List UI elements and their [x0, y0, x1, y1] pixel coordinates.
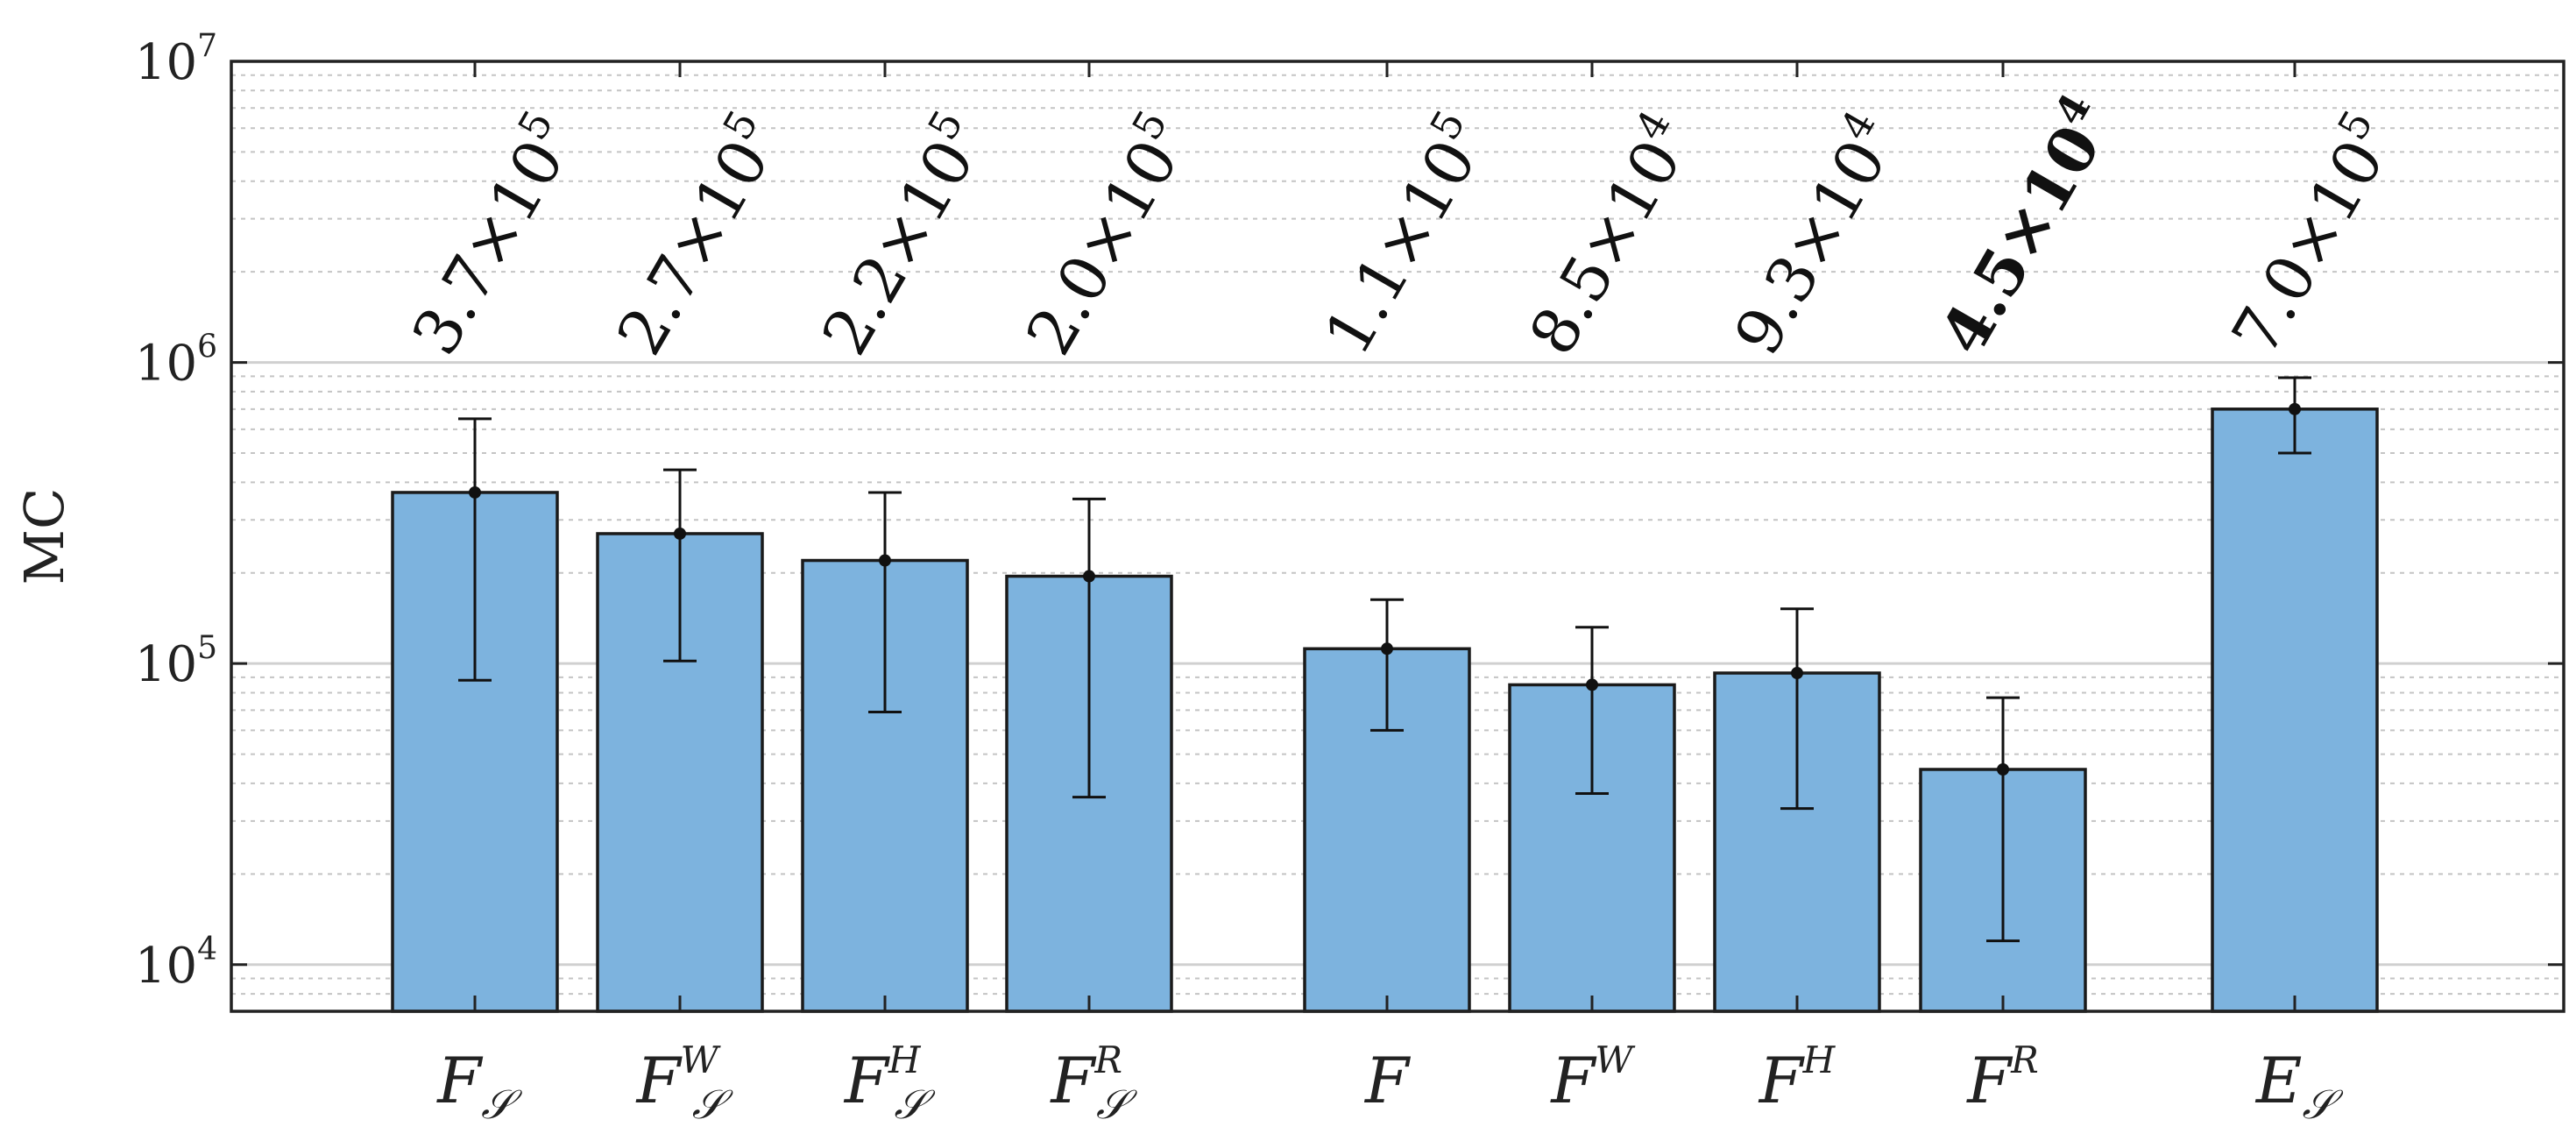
x-tick-label: F — [1363, 1044, 1412, 1117]
data-label: 1.1×105 — [1304, 102, 1504, 366]
data-label: 7.0×105 — [2212, 102, 2411, 366]
x-tick-label: FW 𝒮 — [635, 1038, 733, 1128]
mean-marker — [469, 485, 481, 499]
mean-marker — [674, 527, 686, 540]
y-tick-label: 104 — [135, 932, 217, 995]
x-tick-label: FW — [1549, 1038, 1636, 1117]
data-label: 2.2×105 — [802, 102, 1001, 366]
bars — [391, 407, 2379, 1013]
x-tick-label: E𝒮 — [2254, 1044, 2344, 1128]
y-axis-ticks: 104 105 106 107 — [135, 28, 2564, 995]
x-axis-ticks: F𝒮 FW 𝒮 FH 𝒮 FR 𝒮 F FW FH FR E𝒮 — [435, 61, 2343, 1128]
mean-marker — [1586, 678, 1598, 691]
data-label: 2.7×105 — [597, 102, 796, 366]
y-tick-label: 105 — [135, 630, 217, 693]
y-tick-label: 106 — [135, 330, 217, 393]
plot-frame — [230, 60, 2565, 1013]
error-bars — [458, 376, 2311, 943]
mean-marker — [1083, 570, 1095, 583]
data-label: 8.5×104 — [1509, 102, 1709, 366]
bar — [2211, 407, 2379, 1013]
x-tick-label: FR — [1965, 1038, 2039, 1117]
y-tick-label: 107 — [135, 28, 217, 91]
mean-marker — [1381, 642, 1393, 655]
mean-marker — [2289, 402, 2301, 415]
data-label: 9.3×104 — [1714, 102, 1914, 366]
x-tick-label: FH — [1758, 1038, 1836, 1117]
x-tick-label: F𝒮 — [435, 1044, 522, 1128]
data-label: 3.7×105 — [392, 102, 591, 366]
x-tick-label: FR 𝒮 — [1049, 1038, 1137, 1128]
x-tick-label: FH 𝒮 — [843, 1038, 936, 1128]
mean-marker — [1997, 763, 2009, 776]
data-label: 2.0×105 — [1006, 102, 1206, 366]
y-axis-label: MC — [12, 488, 76, 585]
mean-marker — [1791, 667, 1803, 680]
mean-marker — [879, 554, 891, 567]
